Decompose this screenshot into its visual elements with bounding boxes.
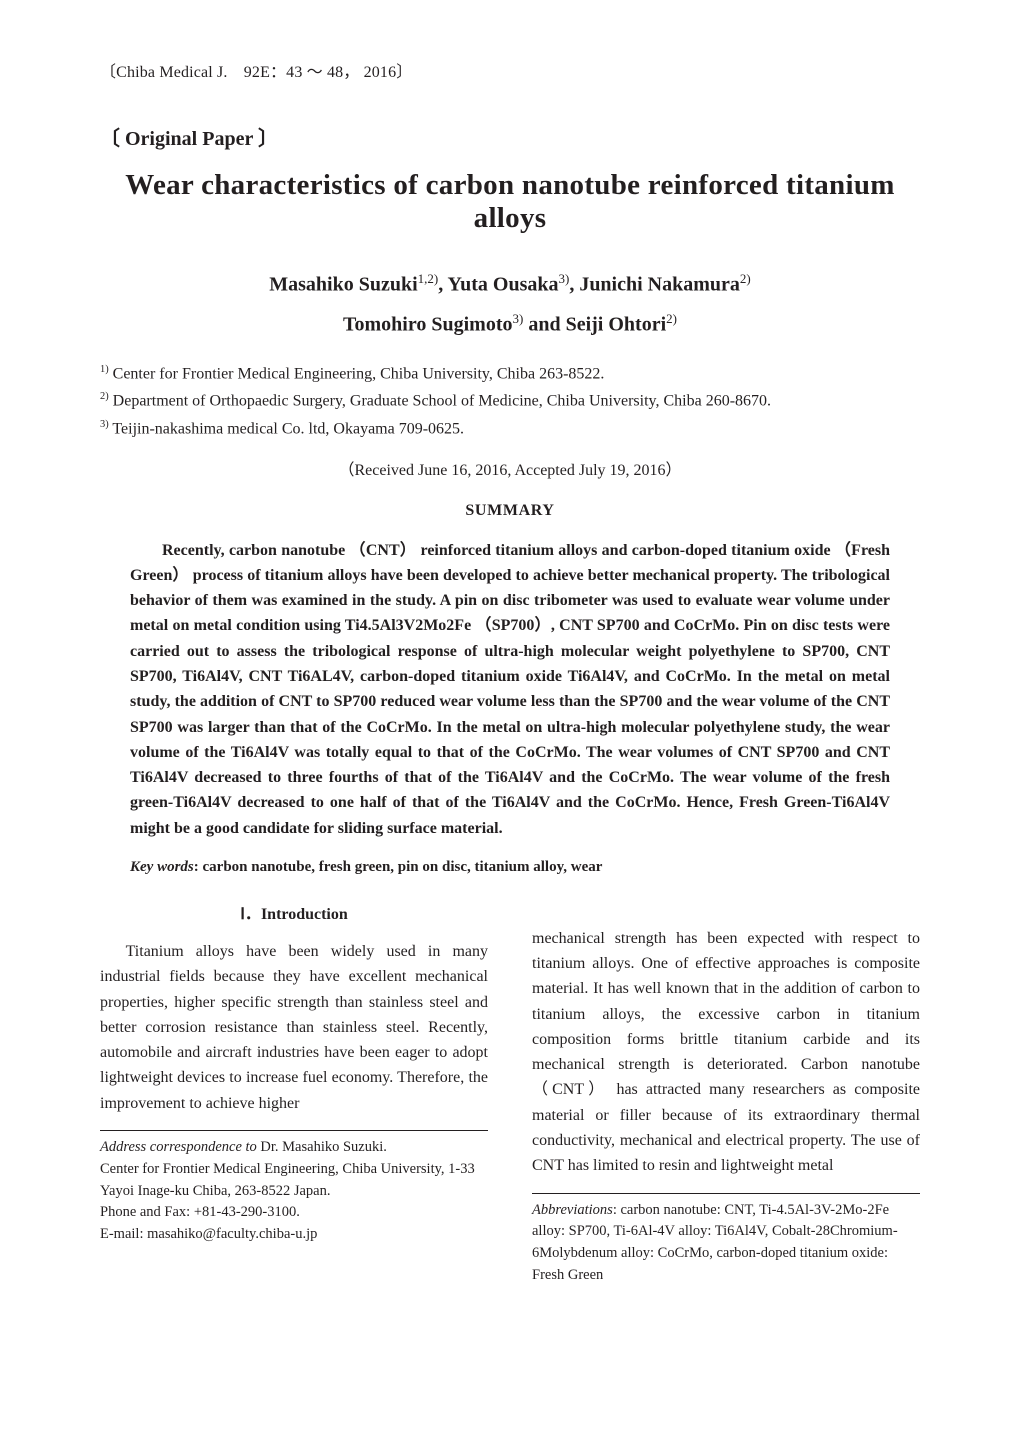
abbreviations-label: Abbreviations: [532, 1202, 613, 1218]
keywords-label: Key words: [130, 859, 194, 875]
author-affil-sup: 1,2): [418, 271, 439, 286]
correspondence-name: Dr. Masahiko Suzuki.: [257, 1139, 387, 1155]
author-affil-sup: 3): [513, 311, 524, 326]
correspondence-address: Center for Frontier Medical Engineering,…: [100, 1159, 488, 1203]
keywords: Key words: carbon nanotube, fresh green,…: [130, 859, 890, 876]
footnote-rule-right: [532, 1193, 920, 1194]
running-head: 〔Chiba Medical J. 92E：43 ～ 48， 2016〕: [100, 58, 920, 82]
column-left: Ⅰ．Introduction Titanium alloys have been…: [100, 898, 488, 1287]
article-title: Wear characteristics of carbon nanotube …: [100, 169, 920, 235]
affil-text: Department of Orthopaedic Surgery, Gradu…: [109, 393, 771, 410]
author-name: Masahiko Suzuki: [269, 274, 417, 296]
affiliation-1: 1) Center for Frontier Medical Engineeri…: [100, 362, 920, 387]
page: 〔Chiba Medical J. 92E：43 ～ 48， 2016〕 〔 O…: [0, 0, 1020, 1442]
correspondence-email: E-mail: masahiko@faculty.chiba-u.jp: [100, 1224, 488, 1246]
section-title: Introduction: [261, 906, 348, 923]
correspondence-label: Address correspondence to: [100, 1139, 257, 1155]
body-columns: Ⅰ．Introduction Titanium alloys have been…: [100, 898, 920, 1287]
affil-text: Teijin-nakashima medical Co. ltd, Okayam…: [109, 420, 464, 437]
section-number: Ⅰ．: [240, 906, 261, 923]
authors-line-2: Tomohiro Sugimoto3) and Seiji Ohtori2): [100, 311, 920, 337]
authors-line-1: Masahiko Suzuki1,2), Yuta Ousaka3), Juni…: [100, 271, 920, 297]
intro-paragraph-right: mechanical strength has been expected wi…: [532, 926, 920, 1179]
intro-paragraph-left: Titanium alloys have been widely used in…: [100, 939, 488, 1116]
footnote-correspondence: Address correspondence to Dr. Masahiko S…: [100, 1137, 488, 1246]
correspondence-line: Address correspondence to Dr. Masahiko S…: [100, 1137, 488, 1159]
column-right: mechanical strength has been expected wi…: [532, 898, 920, 1287]
correspondence-phone: Phone and Fax: +81-43-290-3100.: [100, 1202, 488, 1224]
affiliation-2: 2) Department of Orthopaedic Surgery, Gr…: [100, 389, 920, 414]
author-affil-sup: 2): [666, 311, 677, 326]
author-name: , Junichi Nakamura: [569, 274, 740, 296]
footnote-rule-left: [100, 1130, 488, 1131]
affil-sup: 1): [100, 364, 109, 375]
affil-text: Center for Frontier Medical Engineering,…: [109, 366, 605, 383]
footnote-abbreviations: Abbreviations: carbon nanotube: CNT, Ti-…: [532, 1200, 920, 1287]
summary-heading: SUMMARY: [100, 502, 920, 520]
affiliation-3: 3) Teijin-nakashima medical Co. ltd, Oka…: [100, 417, 920, 442]
affil-sup: 2): [100, 391, 109, 402]
received-dates: （Received June 16, 2016, Accepted July 1…: [100, 456, 920, 480]
author-name: Tomohiro Sugimoto: [343, 313, 512, 335]
affil-sup: 3): [100, 419, 109, 430]
keywords-sep: :: [194, 859, 203, 875]
article-type-label: 〔 Original Paper 〕: [100, 122, 920, 151]
abstract-text: Recently, carbon nanotube （CNT） reinforc…: [130, 542, 890, 837]
author-name: , Yuta Ousaka: [438, 274, 558, 296]
keywords-text: carbon nanotube, fresh green, pin on dis…: [203, 859, 603, 875]
author-affil-sup: 2): [740, 271, 751, 286]
author-name: and Seiji Ohtori: [523, 313, 666, 335]
section-heading-introduction: Ⅰ．Introduction: [100, 902, 488, 927]
affiliations: 1) Center for Frontier Medical Engineeri…: [100, 362, 920, 441]
author-affil-sup: 3): [558, 271, 569, 286]
abstract: Recently, carbon nanotube （CNT） reinforc…: [130, 538, 890, 841]
